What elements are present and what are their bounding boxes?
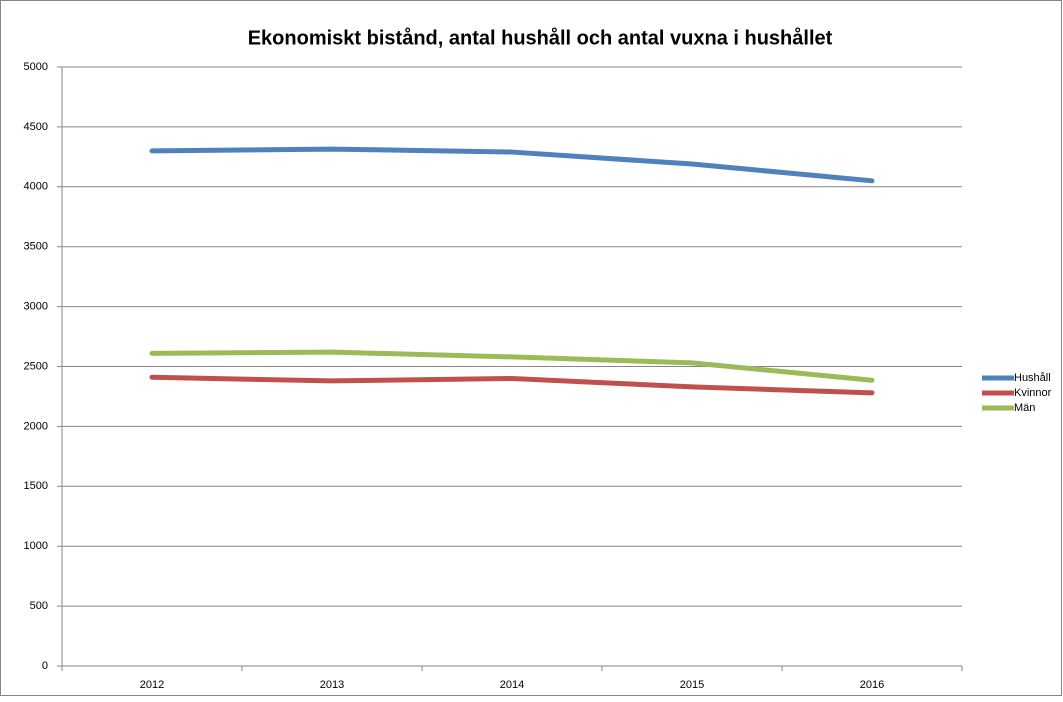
legend-label: Kvinnor	[1014, 387, 1052, 399]
series-line	[149, 349, 875, 383]
y-tick-label: 500	[30, 600, 48, 612]
x-tick-label: 2012	[140, 679, 164, 691]
y-tick-label: 0	[42, 660, 48, 672]
y-tick-label: 3000	[24, 301, 48, 313]
y-tick-label: 5000	[24, 61, 48, 73]
y-tick-label: 1000	[24, 540, 48, 552]
y-tick-label: 1500	[24, 480, 48, 492]
y-tick-label: 4000	[24, 181, 48, 193]
y-tick-label: 2000	[24, 420, 48, 432]
legend-label: Hushåll	[1014, 372, 1051, 384]
x-tick-label: 2013	[320, 679, 344, 691]
chart-title: Ekonomiskt bistånd, antal hushåll och an…	[248, 26, 833, 49]
series-line	[149, 146, 875, 184]
x-tick-label: 2015	[680, 679, 704, 691]
series-line	[149, 374, 875, 396]
x-tick-label: 2016	[860, 679, 884, 691]
x-tick-label: 2014	[500, 679, 524, 691]
y-tick-label: 3500	[24, 241, 48, 253]
y-tick-label: 2500	[24, 360, 48, 372]
y-tick-label: 4500	[24, 121, 48, 133]
legend-label: Män	[1014, 402, 1035, 414]
